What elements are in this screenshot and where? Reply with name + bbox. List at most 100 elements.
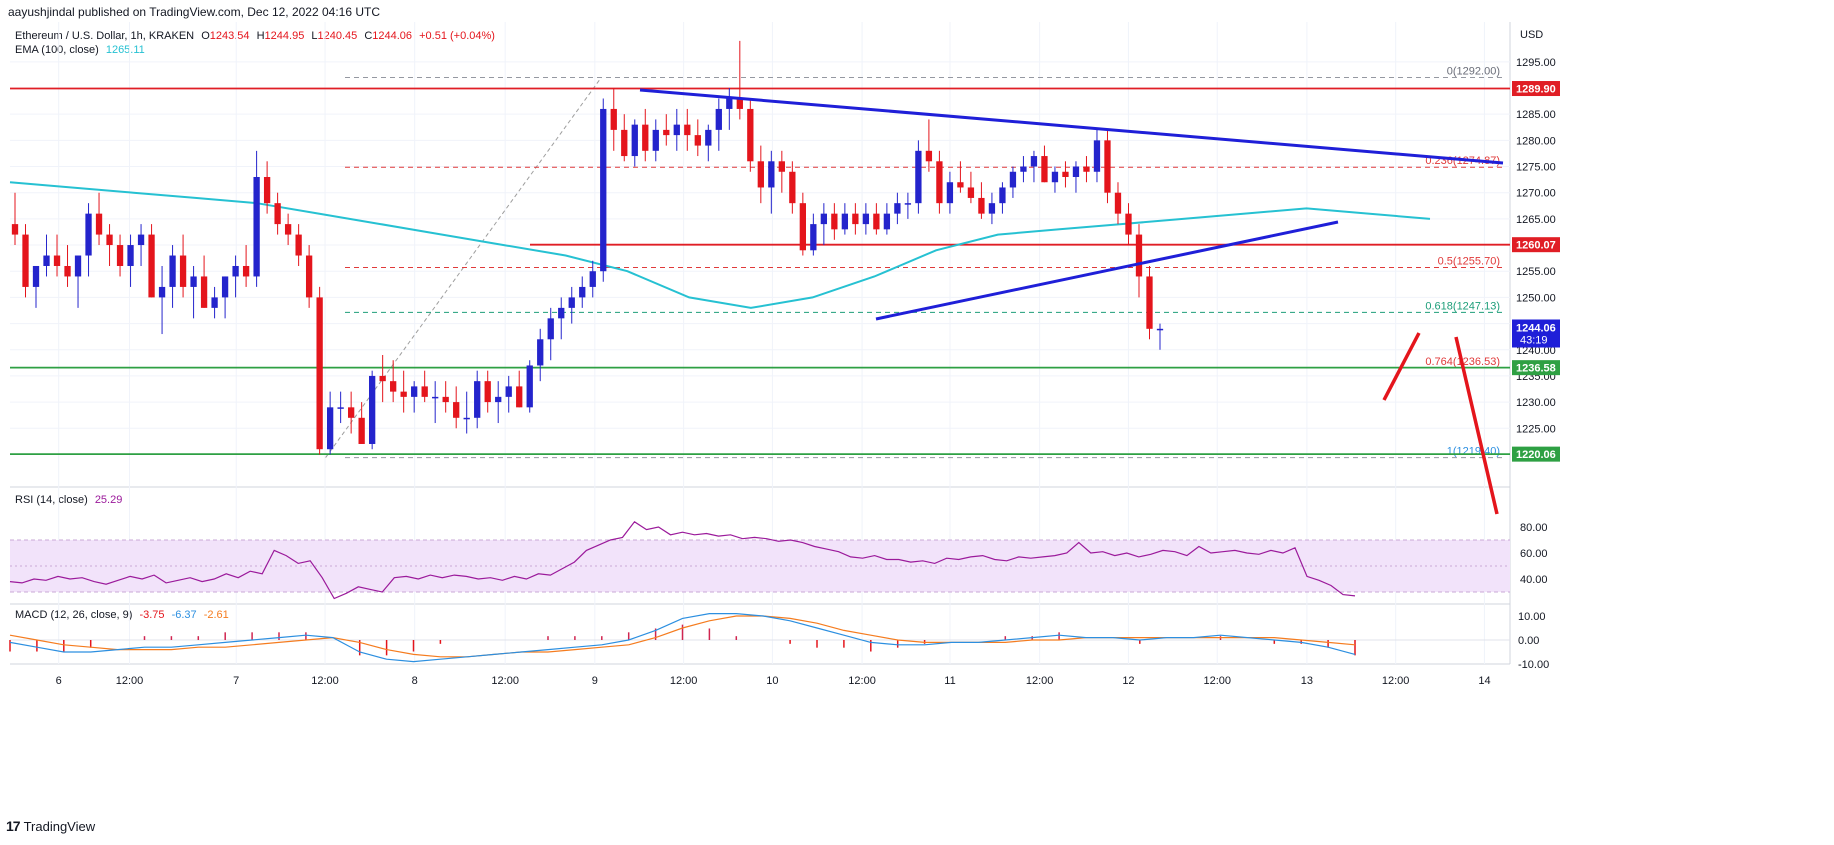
projection-down-stroke bbox=[1454, 336, 1499, 515]
macd-label: MACD (12, 26, close, 9) bbox=[15, 609, 133, 621]
candle-body bbox=[106, 234, 113, 246]
rsi-tick-label: 40.00 bbox=[1520, 574, 1548, 586]
x-tick-label: 7 bbox=[233, 675, 239, 687]
candle-body bbox=[988, 203, 996, 214]
candle-body bbox=[463, 417, 470, 420]
macd-signal-line bbox=[9, 615, 1356, 658]
x-tick-label: 12:00 bbox=[491, 675, 519, 687]
candle-body bbox=[116, 245, 124, 266]
x-tick-label: 11 bbox=[944, 675, 955, 687]
candle-body bbox=[768, 161, 775, 188]
candle-body bbox=[568, 297, 575, 308]
candle-body bbox=[232, 265, 239, 277]
candle-body bbox=[757, 161, 764, 188]
candle-body bbox=[484, 381, 491, 403]
candle-body bbox=[904, 203, 912, 205]
candle-body bbox=[442, 396, 449, 403]
tradingview-logo-icon: 17 bbox=[6, 818, 21, 834]
candle-body bbox=[862, 213, 870, 225]
price-tick-label: 1270.00 bbox=[1516, 188, 1556, 200]
candle-body bbox=[810, 224, 817, 251]
candle-body bbox=[158, 286, 166, 298]
candle-body bbox=[778, 161, 785, 172]
candle-body bbox=[736, 98, 743, 109]
candle-body bbox=[253, 176, 260, 277]
x-tick-label: 12:00 bbox=[670, 675, 698, 687]
x-tick-label: 9 bbox=[592, 675, 598, 687]
candle-body bbox=[967, 187, 975, 198]
symbol-title: Ethereum / U.S. Dollar, 1h, KRAKEN bbox=[15, 30, 195, 42]
candle-body bbox=[1093, 140, 1101, 172]
candle-body bbox=[242, 265, 250, 277]
candle-body bbox=[684, 124, 691, 136]
rsi-legend[interactable]: RSI (14, close) 25.29 bbox=[15, 494, 126, 506]
candle-body bbox=[715, 108, 722, 130]
candle-body bbox=[1072, 166, 1080, 177]
candle-body bbox=[883, 213, 891, 230]
candle-body bbox=[421, 386, 428, 397]
price-tick-label: 1250.00 bbox=[1516, 292, 1556, 304]
candle-body bbox=[169, 255, 176, 287]
candle-body bbox=[694, 135, 701, 146]
rsi-label: RSI (14, close) bbox=[15, 494, 88, 506]
candle-body bbox=[579, 286, 586, 298]
candle-body bbox=[799, 203, 806, 251]
candle-body bbox=[705, 129, 712, 146]
x-tick-label: 12:00 bbox=[1026, 675, 1054, 687]
candle-body bbox=[1062, 171, 1069, 177]
candle-body bbox=[295, 234, 302, 256]
x-tick-label: 13 bbox=[1301, 675, 1313, 687]
macd-v2: -6.37 bbox=[171, 609, 197, 621]
candle-body bbox=[600, 108, 607, 272]
candle-body bbox=[621, 129, 628, 157]
candle-body bbox=[1020, 166, 1027, 172]
candle-body bbox=[652, 129, 659, 151]
footer-brand[interactable]: 17 TradingView bbox=[6, 818, 95, 834]
candle-body bbox=[999, 187, 1006, 204]
x-tick-label: 8 bbox=[412, 675, 418, 687]
candle-body bbox=[137, 234, 145, 246]
candle-body bbox=[358, 417, 365, 444]
candle-body bbox=[390, 381, 397, 392]
x-tick-label: 10 bbox=[766, 675, 778, 687]
candle-body bbox=[316, 297, 323, 450]
price-tag-bg bbox=[1512, 360, 1560, 376]
candle-body bbox=[726, 98, 733, 109]
candle-body bbox=[337, 407, 344, 409]
price-tick-label: 1275.00 bbox=[1516, 162, 1556, 174]
candle-body bbox=[957, 182, 964, 188]
candle-body bbox=[53, 255, 61, 266]
symbol-legend[interactable]: Ethereum / U.S. Dollar, 1h, KRAKEN O1243… bbox=[15, 30, 503, 42]
last-price-countdown: 43:19 bbox=[1520, 334, 1548, 346]
candle-body bbox=[852, 213, 859, 225]
fib-level-label: 1(1219.40) bbox=[1447, 446, 1500, 458]
candle-body bbox=[1104, 140, 1111, 193]
candle-body bbox=[179, 255, 187, 287]
candle-body bbox=[400, 391, 407, 397]
candle-body bbox=[747, 108, 754, 162]
macd-tick-label: -10.00 bbox=[1518, 659, 1549, 671]
candle-body bbox=[43, 255, 50, 266]
price-tick-label: 1285.00 bbox=[1516, 109, 1556, 121]
level-price-tag: 1236.58 bbox=[1516, 363, 1556, 375]
price-tick-label: 1265.00 bbox=[1516, 214, 1556, 226]
candle-body bbox=[326, 407, 334, 450]
candle-body bbox=[200, 276, 208, 308]
candle-body bbox=[474, 381, 481, 418]
candle-body bbox=[915, 150, 922, 204]
candle-body bbox=[22, 234, 29, 287]
macd-v3: -2.61 bbox=[203, 609, 229, 621]
ema-legend[interactable]: EMA (100, close) 1265.11 bbox=[15, 44, 149, 56]
candle-body bbox=[789, 171, 796, 204]
price-tick-label: 1230.00 bbox=[1516, 397, 1556, 409]
projection-up-stroke bbox=[1382, 332, 1421, 401]
price-tag-bg bbox=[1512, 446, 1560, 462]
candle-body bbox=[547, 318, 554, 340]
candle-body bbox=[347, 407, 355, 418]
candle-body bbox=[95, 213, 103, 235]
candle-body bbox=[274, 203, 281, 225]
candle-body bbox=[558, 307, 565, 319]
ema-100-line bbox=[9, 181, 1431, 309]
macd-legend[interactable]: MACD (12, 26, close, 9) -3.75 -6.37 -2.6… bbox=[15, 609, 233, 621]
